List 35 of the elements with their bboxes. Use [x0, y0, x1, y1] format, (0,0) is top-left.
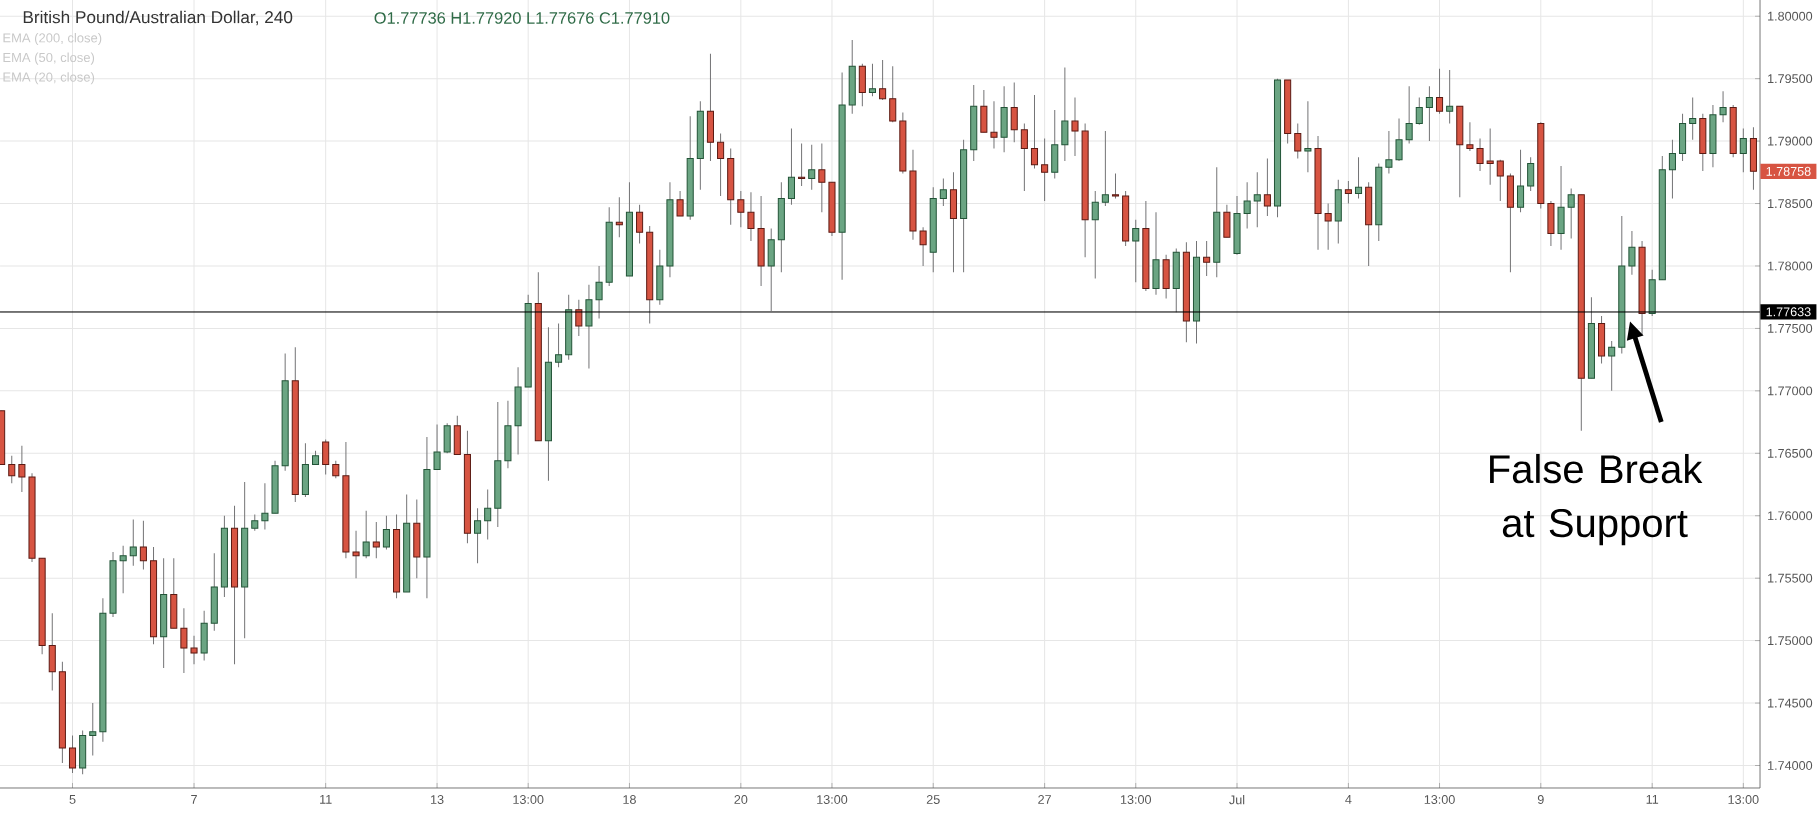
y-tick-label: 1.78000: [1768, 261, 1813, 271]
text: British Pound/Australian Dollar, 240: [23, 10, 293, 26]
x-tick-label: 20: [734, 795, 748, 804]
x-tick-label: 27: [1038, 795, 1051, 804]
x-tick-label: 13:00: [1424, 795, 1455, 804]
y-tick-label: 1.75000: [1768, 636, 1813, 646]
x-tick-label: 5: [69, 795, 76, 804]
annotation: False Break at Support: [1490, 453, 1703, 546]
y-tick-label: 1.75500: [1768, 573, 1813, 583]
x-tick-label: 13:00: [1120, 795, 1152, 804]
y-tick-label: 1.80000: [1768, 11, 1813, 21]
x-tick-label: 18: [623, 795, 636, 804]
y-tick-label: 1.74500: [1768, 698, 1813, 708]
x-tick-label: 9: [1537, 795, 1544, 804]
text: 1.78758: [1766, 166, 1811, 176]
x-tick-label: 4: [1345, 795, 1352, 804]
y-tick-label: 1.79500: [1768, 74, 1813, 84]
y-tick-label: 1.76000: [1768, 511, 1813, 521]
x-tick-label: 11: [320, 795, 332, 804]
ref-line-label: 1.77633: [1766, 307, 1811, 317]
text: O1.77736 H1.77920 L1.77676 C1.77910: [374, 12, 670, 24]
x-tick-label: 13:00: [1728, 795, 1759, 804]
y-tick-label: 1.78500: [1768, 199, 1813, 208]
x-tick-label: 25: [926, 795, 940, 804]
x-tick-label: Jul: [1229, 795, 1245, 805]
x-tick-label: 13:00: [513, 795, 544, 804]
y-tick-label: 1.77500: [1768, 323, 1813, 333]
y-tick-label: 1.74000: [1768, 761, 1813, 770]
x-tick-label: 7: [191, 795, 197, 804]
x-tick-label: 13: [431, 795, 444, 804]
y-tick-label: 1.79000: [1768, 136, 1813, 146]
y-tick-label: 1.76500: [1768, 448, 1813, 458]
x-tick-label: 11: [1646, 795, 1659, 804]
x-tick-label: 13:00: [817, 795, 848, 804]
y-tick-label: 1.77000: [1768, 386, 1813, 396]
